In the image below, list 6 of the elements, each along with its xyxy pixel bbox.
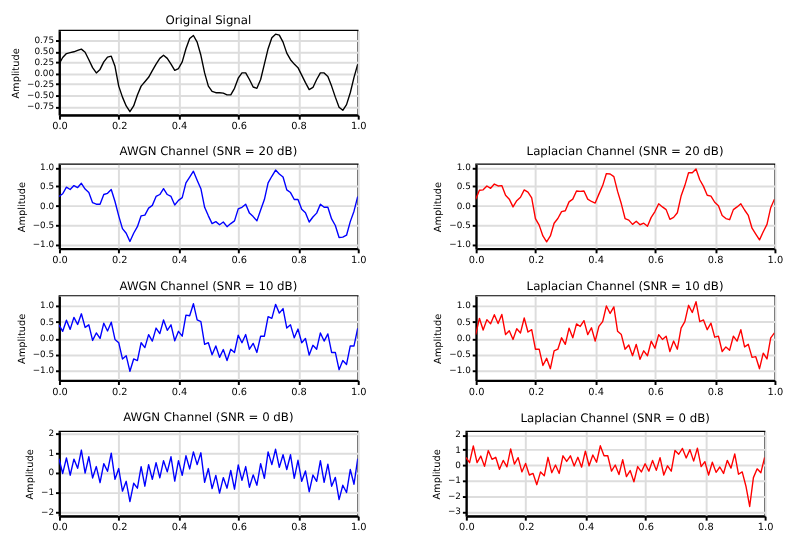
line-series: [58, 303, 358, 372]
line-series: [465, 445, 765, 508]
line-series: [58, 169, 358, 243]
line-series: [475, 168, 775, 243]
line-series: [58, 448, 358, 503]
line-series: [475, 301, 775, 370]
